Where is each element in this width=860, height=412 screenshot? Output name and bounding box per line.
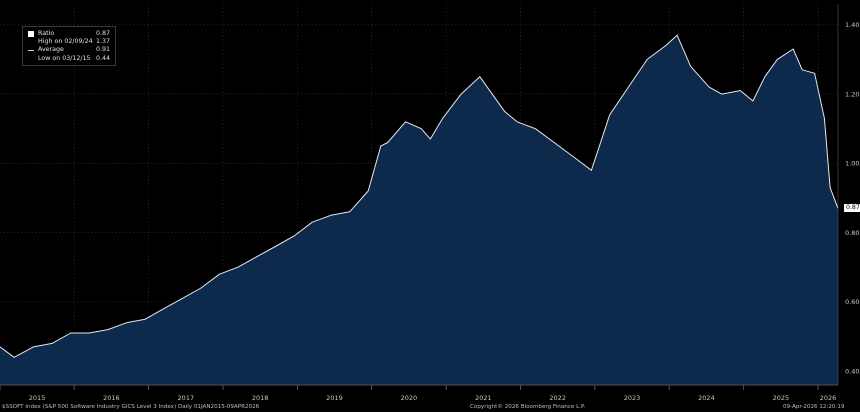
y-tick-label: 1.40 <box>845 21 859 29</box>
y-tick-label: 0.60 <box>845 298 859 306</box>
legend-swatch-filled <box>28 31 34 38</box>
legend-item-average: Average 0.91 <box>28 46 110 54</box>
legend-value: 0.91 <box>96 46 111 54</box>
y-axis: 0.40 0.60 0.80 1.00 1.20 1.40 <box>837 4 859 385</box>
legend-value: 0.44 <box>96 54 111 62</box>
x-tick-label: 2022 <box>549 394 566 402</box>
footer-copyright: Copyright© 2026 Bloomberg Finance L.P. <box>470 404 586 410</box>
legend-label: Ratio <box>38 30 55 37</box>
x-tick-label: 2016 <box>103 394 120 402</box>
x-tick-label: 2024 <box>698 394 715 402</box>
x-tick-label: 2023 <box>624 394 641 402</box>
legend-value: 0.87 <box>96 30 111 37</box>
legend-item-high: High on 02/09/24 1.37 <box>28 38 110 46</box>
series-area-layer <box>0 34 839 385</box>
y-tick-label: 1.00 <box>845 160 859 168</box>
y-tick-label: 0.80 <box>845 229 859 237</box>
series-area-ratio <box>0 35 838 385</box>
legend-label: Low on 03/12/15 <box>38 54 91 62</box>
series-line-ratio <box>0 34 839 358</box>
last-value-badge: 0.87 <box>844 204 860 212</box>
footer-index-description: $SSOFT Index (S&P 500 Software Industry … <box>2 404 260 410</box>
legend-swatch-blank <box>28 56 34 62</box>
x-tick-label: 2018 <box>252 394 269 402</box>
x-tick-label: 2021 <box>475 394 492 402</box>
legend-label: High on 02/09/24 <box>38 38 93 46</box>
chart-legend: Ratio 0.87 High on 02/09/24 1.37 Average… <box>22 26 117 66</box>
x-tick-label: 2025 <box>773 394 790 402</box>
legend-item-low: Low on 03/12/15 0.44 <box>28 55 110 63</box>
x-axis: 2015 2016 2017 2018 2019 2020 2021 2022 2023 2024… <box>0 384 838 402</box>
x-tick-label: 2015 <box>29 394 46 402</box>
x-tick-label: 2026 <box>820 394 837 402</box>
x-tick-label: 2019 <box>326 394 343 402</box>
legend-item-ratio: Ratio 0.87 <box>28 30 110 38</box>
y-tick-label: 0.40 <box>845 367 859 375</box>
legend-swatch-blank <box>28 39 34 45</box>
legend-swatch-line <box>28 50 34 51</box>
x-tick-label: 2020 <box>401 394 418 402</box>
footer-timestamp: 09-Apr-2026 12:20:19 <box>783 404 845 410</box>
legend-value: 1.37 <box>96 38 111 46</box>
legend-label: Average <box>38 46 64 54</box>
y-tick-label: 1.20 <box>845 90 859 98</box>
x-tick-label: 2017 <box>178 394 195 402</box>
